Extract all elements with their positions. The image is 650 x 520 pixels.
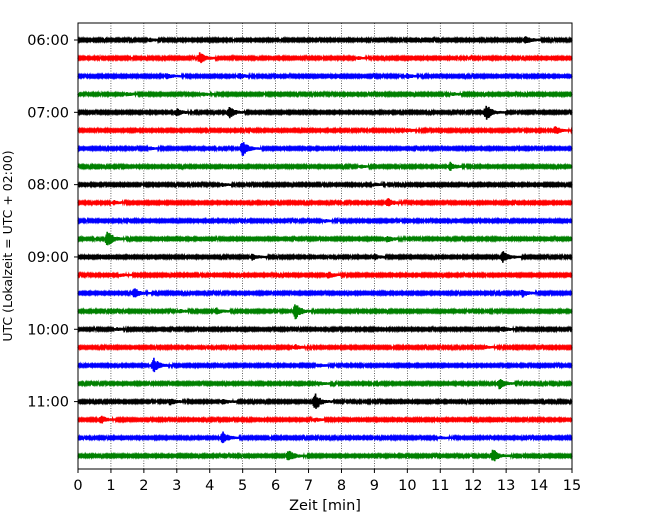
- seismic-trace: [77, 142, 573, 156]
- x-tick-label: 3: [172, 478, 181, 494]
- plot-frame: [77, 22, 573, 470]
- y-axis: 06:00 07:00 08:00 09:00 10:00 11:00: [27, 33, 78, 411]
- y-tick-label: 07:00: [27, 105, 69, 121]
- x-tick-label: 15: [563, 478, 581, 494]
- x-tick-label: 4: [205, 478, 214, 494]
- x-tick-label: 11: [431, 478, 449, 494]
- seismic-trace: [77, 126, 573, 135]
- x-tick-label: 12: [464, 478, 482, 494]
- x-tick-label: 0: [73, 478, 82, 494]
- y-tick-label: 09:00: [27, 250, 69, 266]
- seismic-trace: [77, 216, 573, 225]
- x-tick-label: 1: [106, 478, 115, 494]
- y-tick-label: 06:00: [27, 33, 69, 49]
- seismic-trace: [77, 161, 573, 171]
- seismic-trace: [77, 357, 573, 373]
- x-tick-label: 8: [337, 478, 346, 494]
- seismic-trace: [77, 90, 573, 99]
- x-tick-label: 10: [398, 478, 416, 494]
- seismic-trace: [77, 393, 573, 409]
- seismic-trace: [77, 378, 573, 390]
- seismic-trace: [77, 180, 573, 189]
- seismic-trace: [77, 251, 573, 263]
- seismic-trace: [77, 325, 573, 334]
- x-tick-label: 13: [497, 478, 515, 494]
- x-tick-label: 2: [139, 478, 148, 494]
- x-axis: 0 1 2 3 4 5 6 7 8 9 10 11 12 13 14 15: [73, 469, 581, 494]
- x-tick-label: 7: [304, 478, 313, 494]
- y-tick-label: 10:00: [27, 322, 69, 338]
- traces: [77, 35, 573, 462]
- y-axis-label: UTC (Lokalzeit = UTC + 02:00): [0, 150, 15, 341]
- x-tick-label: 14: [530, 478, 548, 494]
- seismic-trace: [77, 415, 573, 424]
- seismic-trace: [77, 288, 573, 298]
- y-tick-label: 08:00: [27, 178, 69, 194]
- seismic-trace: [77, 231, 573, 246]
- seismic-trace: [77, 431, 573, 444]
- seismic-trace: [77, 198, 573, 207]
- x-tick-label: 9: [370, 478, 379, 494]
- seismic-trace: [77, 71, 573, 81]
- seismic-trace: [77, 270, 573, 280]
- seismic-trace: [77, 449, 573, 462]
- y-tick-label: 11:00: [27, 395, 69, 411]
- x-axis-label: Zeit [min]: [289, 498, 361, 514]
- x-tick-label: 5: [238, 478, 247, 494]
- seismic-trace: [77, 343, 573, 352]
- x-tick-label: 6: [271, 478, 280, 494]
- seismic-trace: [77, 35, 573, 45]
- seismic-trace: [77, 105, 573, 120]
- seismic-trace: [77, 304, 573, 320]
- seismic-trace: [77, 52, 573, 64]
